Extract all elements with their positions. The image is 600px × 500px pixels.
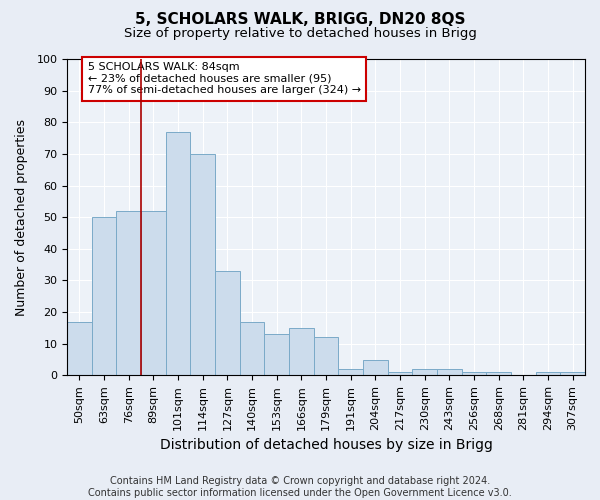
Bar: [289, 328, 314, 376]
Bar: [67, 322, 92, 376]
Bar: [190, 154, 215, 376]
Bar: [116, 211, 141, 376]
Text: 5, SCHOLARS WALK, BRIGG, DN20 8QS: 5, SCHOLARS WALK, BRIGG, DN20 8QS: [135, 12, 465, 28]
Bar: [265, 334, 289, 376]
X-axis label: Distribution of detached houses by size in Brigg: Distribution of detached houses by size …: [160, 438, 493, 452]
Text: Contains HM Land Registry data © Crown copyright and database right 2024.
Contai: Contains HM Land Registry data © Crown c…: [88, 476, 512, 498]
Bar: [412, 369, 437, 376]
Bar: [437, 369, 461, 376]
Bar: [166, 132, 190, 376]
Bar: [240, 322, 265, 376]
Bar: [487, 372, 511, 376]
Bar: [314, 338, 338, 376]
Y-axis label: Number of detached properties: Number of detached properties: [15, 118, 28, 316]
Bar: [215, 271, 240, 376]
Bar: [388, 372, 412, 376]
Bar: [560, 372, 585, 376]
Text: 5 SCHOLARS WALK: 84sqm
← 23% of detached houses are smaller (95)
77% of semi-det: 5 SCHOLARS WALK: 84sqm ← 23% of detached…: [88, 62, 361, 96]
Bar: [92, 217, 116, 376]
Bar: [536, 372, 560, 376]
Bar: [141, 211, 166, 376]
Text: Size of property relative to detached houses in Brigg: Size of property relative to detached ho…: [124, 28, 476, 40]
Bar: [338, 369, 363, 376]
Bar: [461, 372, 487, 376]
Bar: [363, 360, 388, 376]
